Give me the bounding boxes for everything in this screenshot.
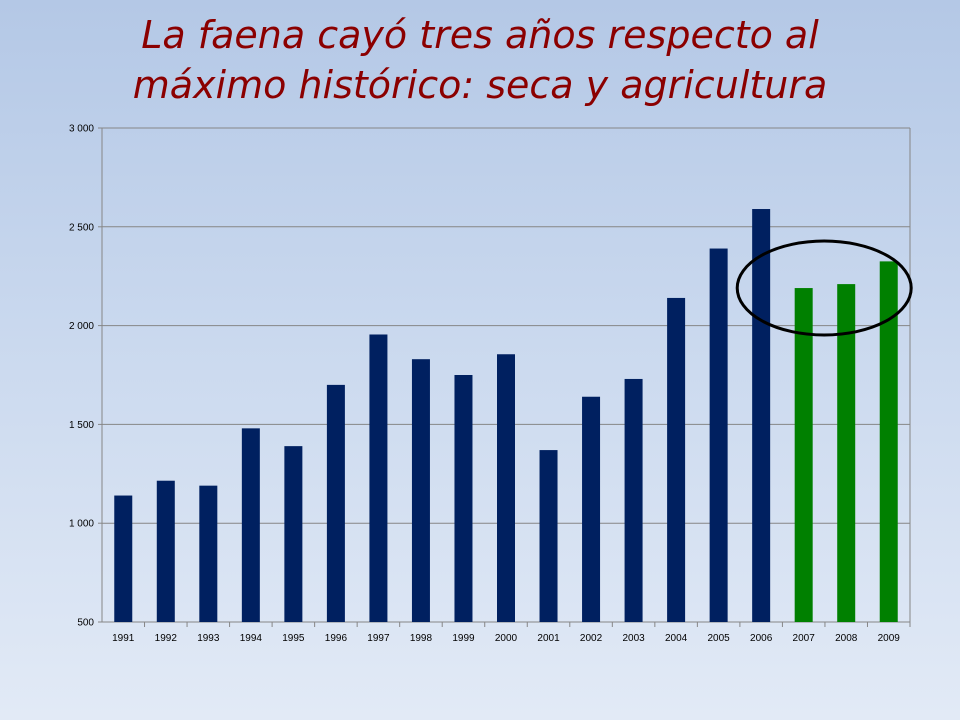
bar-2008 — [837, 284, 856, 622]
slide-title: La faena cayó tres años respecto al máxi… — [0, 10, 960, 110]
bar-2000 — [497, 354, 515, 622]
x-tick-label-2006: 2006 — [750, 633, 773, 644]
x-tick-label-2001: 2001 — [537, 633, 560, 644]
bar-2007 — [794, 288, 813, 622]
x-tick-label-1999: 1999 — [452, 633, 475, 644]
bar-2002 — [582, 396, 601, 622]
bar-2003 — [624, 378, 643, 622]
slide-title-line-2: máximo histórico: seca y agricultura — [132, 63, 828, 107]
y-tick-label: 1 000 — [69, 519, 94, 530]
x-tick-label-1995: 1995 — [282, 633, 305, 644]
x-tick-label-2007: 2007 — [793, 633, 816, 644]
x-tick-label-2005: 2005 — [708, 633, 731, 644]
x-tick-label-1994: 1994 — [240, 633, 263, 644]
highlight-ellipse — [735, 239, 913, 337]
x-tick-label-2008: 2008 — [835, 633, 858, 644]
x-tick-label-2002: 2002 — [580, 633, 603, 644]
bar-1999 — [454, 375, 473, 622]
bar-1995 — [284, 446, 303, 622]
y-tick-label: 3 000 — [69, 124, 94, 135]
bar-1993 — [199, 485, 218, 622]
bar-2001 — [539, 450, 558, 622]
bar-1991 — [114, 495, 133, 622]
x-tick-label-1998: 1998 — [410, 633, 433, 644]
bar-2005 — [709, 248, 728, 622]
y-tick-label: 2 500 — [69, 222, 94, 233]
x-tick-label-1996: 1996 — [325, 633, 348, 644]
bar-2009 — [879, 261, 898, 622]
bar-1996 — [326, 384, 345, 622]
bar-2004 — [667, 297, 686, 622]
x-tick-label-1997: 1997 — [367, 633, 390, 644]
y-tick-label: 1 500 — [69, 420, 94, 431]
x-tick-label-2009: 2009 — [878, 633, 901, 644]
bar-1998 — [411, 359, 430, 622]
x-tick-label-1992: 1992 — [155, 633, 178, 644]
slide-title-line-1: La faena cayó tres años respecto al — [141, 13, 819, 57]
bar-1994 — [241, 428, 260, 622]
bar-1992 — [156, 480, 175, 622]
x-tick-label-1993: 1993 — [197, 633, 220, 644]
y-tick-label: 500 — [77, 618, 94, 629]
x-tick-label-1991: 1991 — [112, 633, 135, 644]
x-tick-label-2003: 2003 — [622, 633, 645, 644]
x-tick-label-2000: 2000 — [495, 633, 518, 644]
bar-1997 — [369, 334, 388, 622]
x-tick-label-2004: 2004 — [665, 633, 688, 644]
y-tick-label: 2 000 — [69, 321, 94, 332]
bar-2006 — [752, 209, 771, 623]
